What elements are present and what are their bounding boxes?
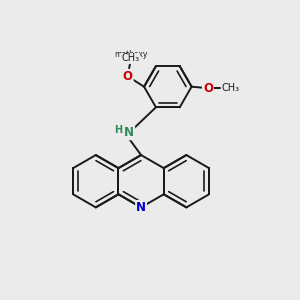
Text: methoxy: methoxy: [114, 50, 147, 59]
Text: O: O: [123, 70, 133, 83]
Text: N: N: [124, 126, 134, 139]
Text: O: O: [203, 82, 213, 95]
Text: CH₃: CH₃: [122, 53, 140, 64]
Text: CH₃: CH₃: [221, 83, 239, 93]
Text: N: N: [136, 201, 146, 214]
Text: H: H: [114, 125, 122, 135]
